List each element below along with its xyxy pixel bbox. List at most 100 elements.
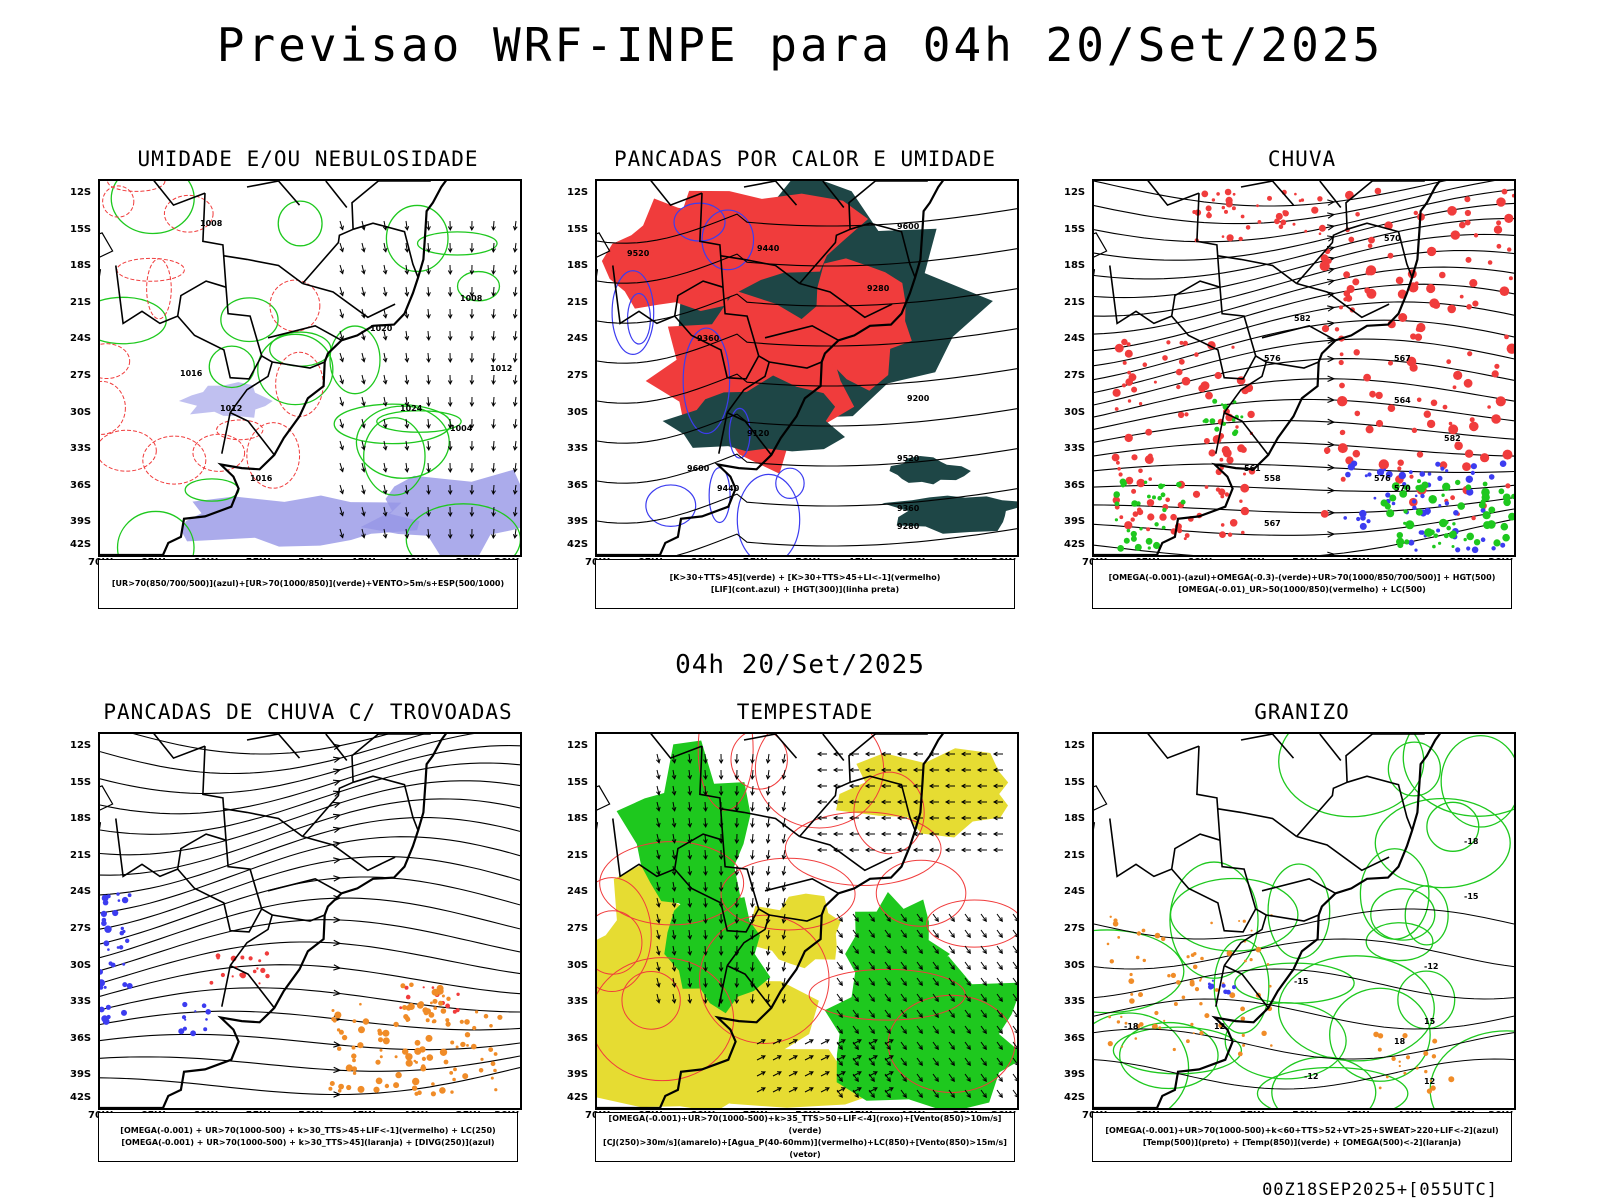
field-speck: [1473, 233, 1479, 238]
coastline: [100, 181, 448, 555]
forecast-map-panel: 9600 9520 9440 9360 9280 9200 9120 9600 9520 9440…: [595, 179, 1019, 557]
field-speck: [1106, 942, 1110, 946]
field-speck: [1112, 921, 1119, 927]
wind-vector: [964, 1009, 971, 1019]
wind-vector: [864, 751, 875, 757]
field-speck: [1469, 421, 1479, 432]
latitude-label: 30S: [1064, 406, 1086, 418]
field-speck: [456, 992, 460, 996]
country-border: [229, 964, 275, 1009]
field-speck: [1397, 542, 1404, 549]
field-speck: [1385, 492, 1391, 498]
contour-label: 582: [1444, 434, 1461, 443]
country-border: [848, 181, 928, 230]
map-svg: 9600952094409360928092009120960095209440…: [597, 181, 1017, 555]
field-speck: [1418, 530, 1423, 535]
field-speck: [1122, 481, 1127, 486]
field-speck: [1235, 425, 1239, 429]
field-speck: [453, 1067, 457, 1072]
field-speck: [1179, 340, 1184, 345]
field-speck: [1464, 196, 1471, 203]
field-speck: [1147, 546, 1151, 550]
field-speck: [1391, 1056, 1396, 1061]
field-speck: [331, 1016, 336, 1022]
field-speck: [1455, 547, 1461, 553]
field-speck: [1117, 545, 1125, 552]
wind-vector: [996, 929, 1003, 939]
field-speck: [1325, 450, 1329, 455]
field-speck: [1421, 481, 1429, 489]
wind-vector: [964, 961, 971, 971]
wind-vector: [512, 440, 518, 451]
streamline: [100, 856, 520, 930]
field-speck: [1223, 989, 1228, 995]
field-speck: [1352, 278, 1360, 286]
wind-vector: [703, 801, 708, 813]
thickness-red-contour: [100, 343, 131, 380]
wind-vector: [804, 1039, 814, 1045]
field-speck: [351, 1066, 357, 1072]
field-speck: [1482, 511, 1491, 520]
wind-vector: [928, 847, 939, 853]
wind-vector: [1012, 945, 1017, 954]
precip-water-contour: [699, 914, 830, 1044]
wind-vector: [404, 286, 410, 297]
wind-vector: [750, 769, 755, 781]
streamline: [1094, 283, 1514, 352]
field-speck: [1470, 463, 1477, 470]
field-speck: [1469, 417, 1475, 423]
field-speck: [1470, 470, 1475, 475]
country-border: [223, 255, 304, 285]
wind-vector: [864, 799, 875, 805]
wind-vector: [447, 396, 453, 408]
latitude-label: 24S: [1064, 333, 1086, 345]
field-speck: [1162, 483, 1166, 487]
wind-vector: [512, 374, 518, 385]
country-border: [272, 361, 326, 369]
wind-vector: [750, 785, 755, 797]
wind-vector: [361, 528, 366, 539]
wind-vector: [656, 769, 661, 780]
wind-vector: [960, 815, 971, 821]
field-speck: [1240, 446, 1247, 453]
wind-vector: [361, 264, 366, 275]
field-speck: [1354, 410, 1361, 417]
field-speck: [1491, 546, 1496, 551]
wind-vector: [852, 945, 859, 955]
humidity-green-contour: [376, 410, 462, 433]
wind-vector: [964, 977, 971, 987]
legend-line: [OMEGA(-0.001)+UR>70(1000-500)+k<60+TTS>…: [1105, 1126, 1499, 1135]
wind-vector: [656, 961, 661, 972]
wind-vector: [932, 913, 939, 923]
field-speck: [1199, 1030, 1204, 1036]
field-speck: [351, 1045, 356, 1050]
field-speck: [1368, 236, 1375, 244]
country-border: [799, 282, 893, 319]
field-speck: [1146, 499, 1155, 507]
field-speck: [1240, 415, 1244, 419]
field-speck: [1426, 1088, 1432, 1094]
wind-vector: [404, 440, 410, 451]
field-speck: [1499, 460, 1507, 468]
wind-vector: [382, 440, 388, 451]
wind-vector: [404, 396, 410, 407]
streamline-arrow: [1327, 464, 1336, 471]
wind-vector: [948, 913, 955, 923]
field-speck: [1453, 510, 1459, 516]
precip-water-contour: [853, 771, 925, 855]
field-speck: [1114, 504, 1120, 510]
wind-vector: [512, 330, 518, 341]
wind-vector: [900, 1009, 907, 1019]
field-speck: [1375, 391, 1383, 400]
field-speck: [1159, 513, 1167, 521]
field-speck: [460, 1041, 466, 1048]
field-speck: [1451, 545, 1455, 548]
field-speck: [1446, 525, 1451, 531]
field-speck: [1127, 399, 1132, 403]
wind-vector: [980, 977, 987, 987]
country-border: [1196, 193, 1257, 357]
wind-vector: [772, 1039, 782, 1045]
wind-vector: [848, 799, 859, 805]
wind-vector: [868, 1039, 878, 1045]
field-speck: [375, 1059, 381, 1065]
